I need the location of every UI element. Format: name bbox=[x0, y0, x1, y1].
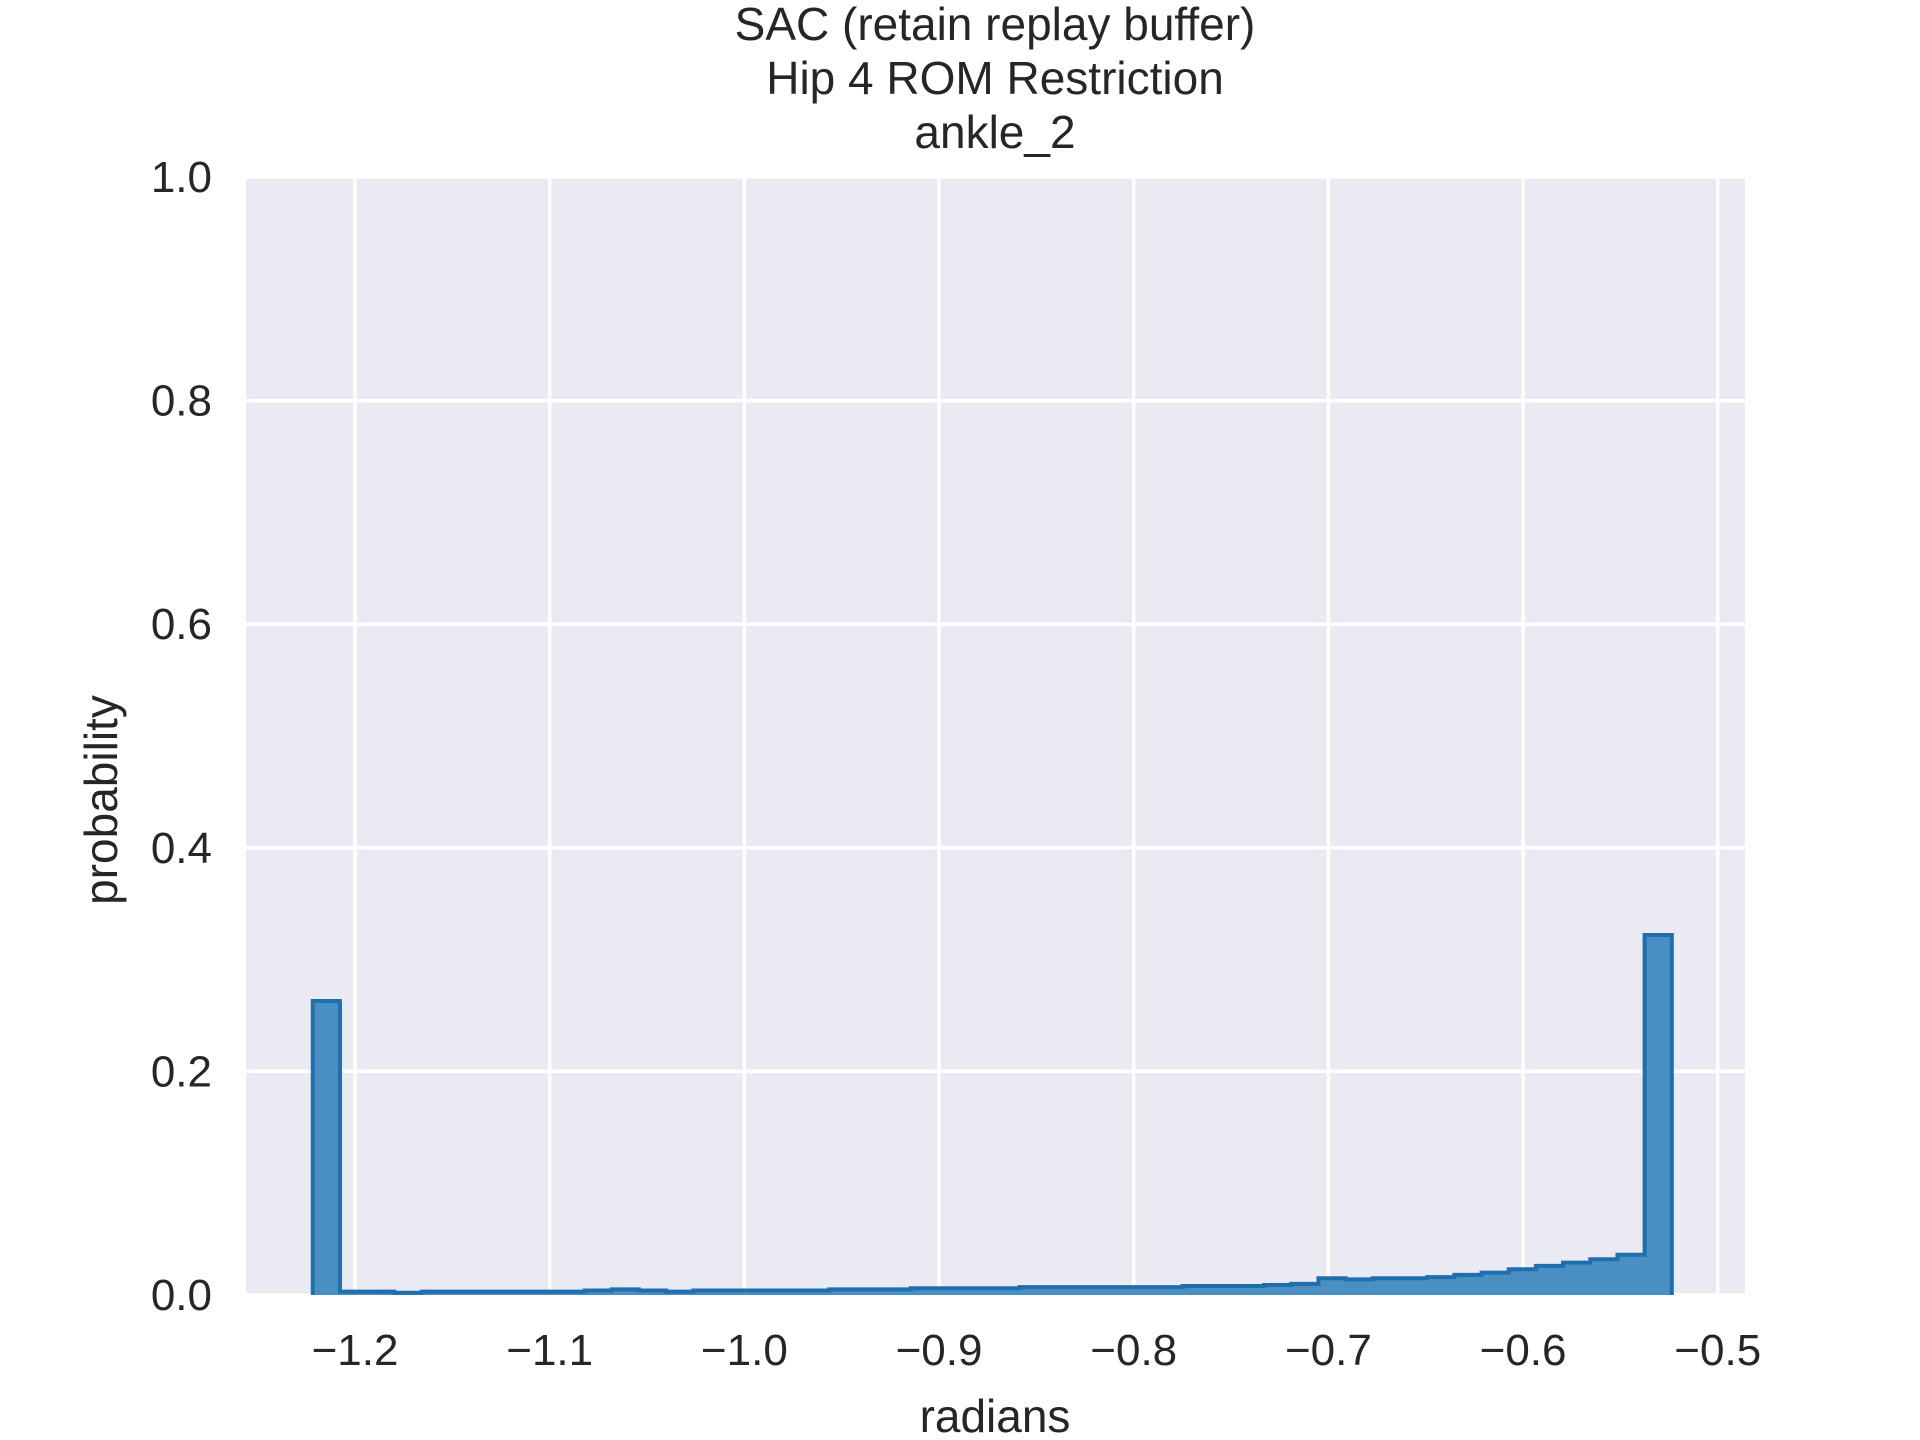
y-tick-label: 1.0 bbox=[151, 153, 212, 202]
y-tick-label: 0.6 bbox=[151, 600, 212, 649]
histogram-bar bbox=[1481, 1272, 1510, 1295]
x-tick-label: −0.7 bbox=[1285, 1326, 1372, 1375]
y-tick-label: 0.0 bbox=[151, 1271, 212, 1320]
plot-background bbox=[246, 177, 1745, 1295]
histogram-bar bbox=[1046, 1287, 1075, 1295]
histogram-bar bbox=[1399, 1278, 1428, 1295]
histogram-bar bbox=[1563, 1262, 1591, 1295]
histogram-bar bbox=[1128, 1287, 1156, 1295]
histogram-bar bbox=[1508, 1269, 1537, 1295]
histogram-bar bbox=[1101, 1287, 1129, 1295]
histogram-bar bbox=[638, 1290, 667, 1295]
histogram-bar bbox=[1345, 1279, 1374, 1295]
histogram-bar bbox=[1644, 935, 1673, 1295]
histogram-bar bbox=[883, 1289, 912, 1295]
histogram-bar bbox=[1209, 1286, 1238, 1295]
histogram-bar bbox=[693, 1290, 722, 1295]
histogram-outline bbox=[310, 933, 1674, 1295]
histogram-bar bbox=[1427, 1277, 1455, 1295]
chart-title-line-2: Hip 4 ROM Restriction bbox=[766, 52, 1224, 104]
y-tick-label: 0.4 bbox=[151, 824, 212, 873]
histogram-bar bbox=[829, 1289, 857, 1295]
histogram-bar bbox=[802, 1290, 830, 1295]
histogram-bar bbox=[774, 1290, 803, 1295]
x-tick-label: −1.2 bbox=[312, 1326, 399, 1375]
histogram-bar bbox=[1291, 1283, 1320, 1295]
y-tick-label: 0.8 bbox=[151, 377, 212, 426]
x-tick-labels: −1.2 −1.1 −1.0 −0.9 −0.8 −0.7 −0.6 −0.5 bbox=[312, 1326, 1762, 1375]
grid-lines bbox=[246, 175, 1745, 1297]
histogram-bar bbox=[1372, 1278, 1401, 1295]
histogram-bar bbox=[856, 1289, 885, 1295]
histogram-bar bbox=[611, 1289, 640, 1295]
chart-title-line-1: SAC (retain replay buffer) bbox=[735, 0, 1256, 50]
x-tick-label: −1.1 bbox=[506, 1326, 593, 1375]
histogram-bar bbox=[937, 1288, 966, 1295]
y-tick-labels: 0.0 0.2 0.4 0.6 0.8 1.0 bbox=[151, 153, 212, 1320]
histogram-bar bbox=[1535, 1265, 1564, 1295]
histogram-bar bbox=[720, 1290, 749, 1295]
histogram-bar bbox=[1236, 1286, 1265, 1295]
histogram-bar bbox=[1264, 1284, 1292, 1295]
histogram-bar bbox=[992, 1288, 1021, 1295]
x-tick-label: −0.5 bbox=[1674, 1326, 1761, 1375]
y-tick-label: 0.2 bbox=[151, 1047, 212, 1096]
histogram-bar bbox=[1182, 1286, 1211, 1295]
histogram-bar bbox=[1590, 1259, 1619, 1295]
x-tick-label: −0.9 bbox=[896, 1326, 983, 1375]
y-axis-label: probability bbox=[75, 695, 127, 905]
histogram-bar bbox=[1617, 1254, 1646, 1295]
histogram-bar bbox=[747, 1290, 776, 1295]
histogram-bar bbox=[1019, 1287, 1048, 1295]
x-tick-label: −0.8 bbox=[1090, 1326, 1177, 1375]
histogram-bar bbox=[1318, 1278, 1347, 1295]
histogram-bar bbox=[910, 1288, 939, 1295]
x-axis-label: radians bbox=[920, 1390, 1071, 1440]
histogram-bar bbox=[1155, 1287, 1184, 1295]
histogram-bar bbox=[584, 1290, 613, 1295]
histogram-bars bbox=[312, 935, 1673, 1295]
chart-title-line-3: ankle_2 bbox=[914, 106, 1075, 158]
histogram-bar bbox=[965, 1288, 993, 1295]
histogram-bar bbox=[1073, 1287, 1102, 1295]
x-tick-label: −1.0 bbox=[701, 1326, 788, 1375]
histogram-bar bbox=[312, 1000, 341, 1295]
x-tick-label: −0.6 bbox=[1480, 1326, 1567, 1375]
histogram-bar bbox=[1454, 1274, 1483, 1295]
